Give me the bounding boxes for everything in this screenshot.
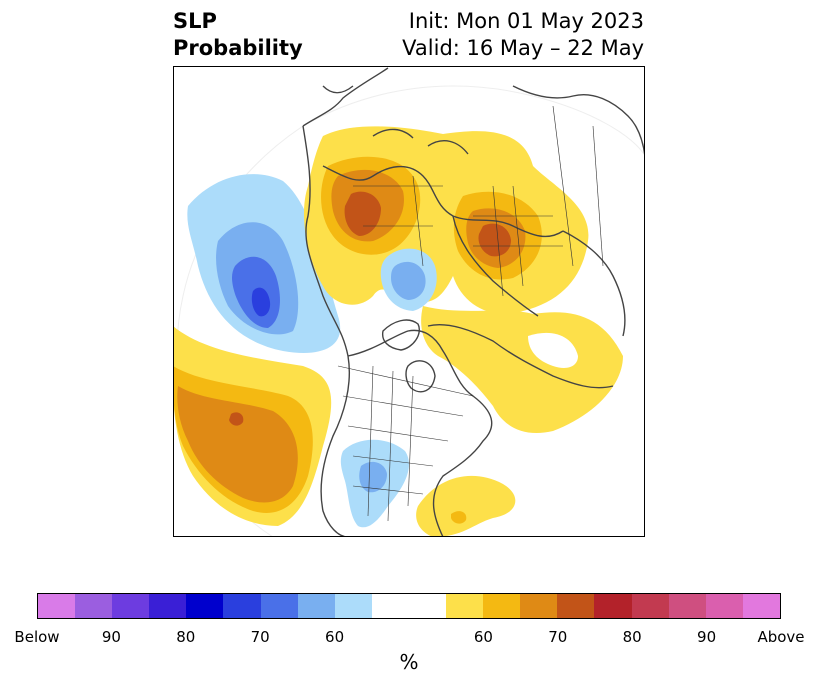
arctic-high-anomaly [303,126,589,315]
colorbar-segment [446,594,484,618]
colorbar-segment [742,594,780,618]
colorbar-segment [668,594,706,618]
colorbar-segment [371,594,409,618]
colorbar-tick-label: 70 [250,628,270,646]
valid-date-label: Valid: 16 May – 22 May [402,36,644,60]
colorbar-tick-label: Below [14,628,60,646]
colorbar-segment [223,594,261,618]
colorbar-segment [75,594,113,618]
colorbar-segment [334,594,372,618]
colorbar-segment [520,594,558,618]
political-borders [337,105,604,522]
atlantic-high-anomaly [421,306,623,434]
colorbar-segment [38,594,76,618]
colorbar-tick-label: 90 [697,628,717,646]
colorbar-segment [408,594,447,618]
colorbar-tick-label: Above [757,628,805,646]
map-title-dates: Init: Mon 01 May 2023 Valid: 16 May – 22… [402,8,644,62]
colorbar-segment [260,594,298,618]
colorbar-tick-label: 80 [176,628,196,646]
us-low-anomaly [340,439,409,528]
colorbar-segment [297,594,335,618]
colorbar-unit-label: % [399,650,419,674]
title-variable-line1: SLP [173,9,217,33]
map-title-variable: SLP Probability [173,8,303,62]
pacific-low-anomaly [187,174,341,353]
colorbar-tick-label: 70 [548,628,568,646]
map-panel [173,66,645,537]
colorbar-segment [186,594,224,618]
colorbar-segment [112,594,150,618]
colorbar-tick-label: 90 [101,628,121,646]
subtropical-atlantic-high-anomaly [416,475,516,537]
colorbar-segment [557,594,595,618]
colorbar-segment [149,594,187,618]
colorbar-tick-label: 80 [622,628,642,646]
colorbar-tick-label: 60 [325,628,345,646]
colorbar-segment [594,594,632,618]
colorbar-tick-label: 60 [473,628,493,646]
title-variable-line2: Probability [173,36,303,60]
init-date-label: Init: Mon 01 May 2023 [408,9,644,33]
probability-colorbar [37,593,781,619]
colorbar-segment [705,594,743,618]
colorbar-segment [483,594,521,618]
colorbar-segment [631,594,669,618]
pacific-high-anomaly [173,326,332,526]
